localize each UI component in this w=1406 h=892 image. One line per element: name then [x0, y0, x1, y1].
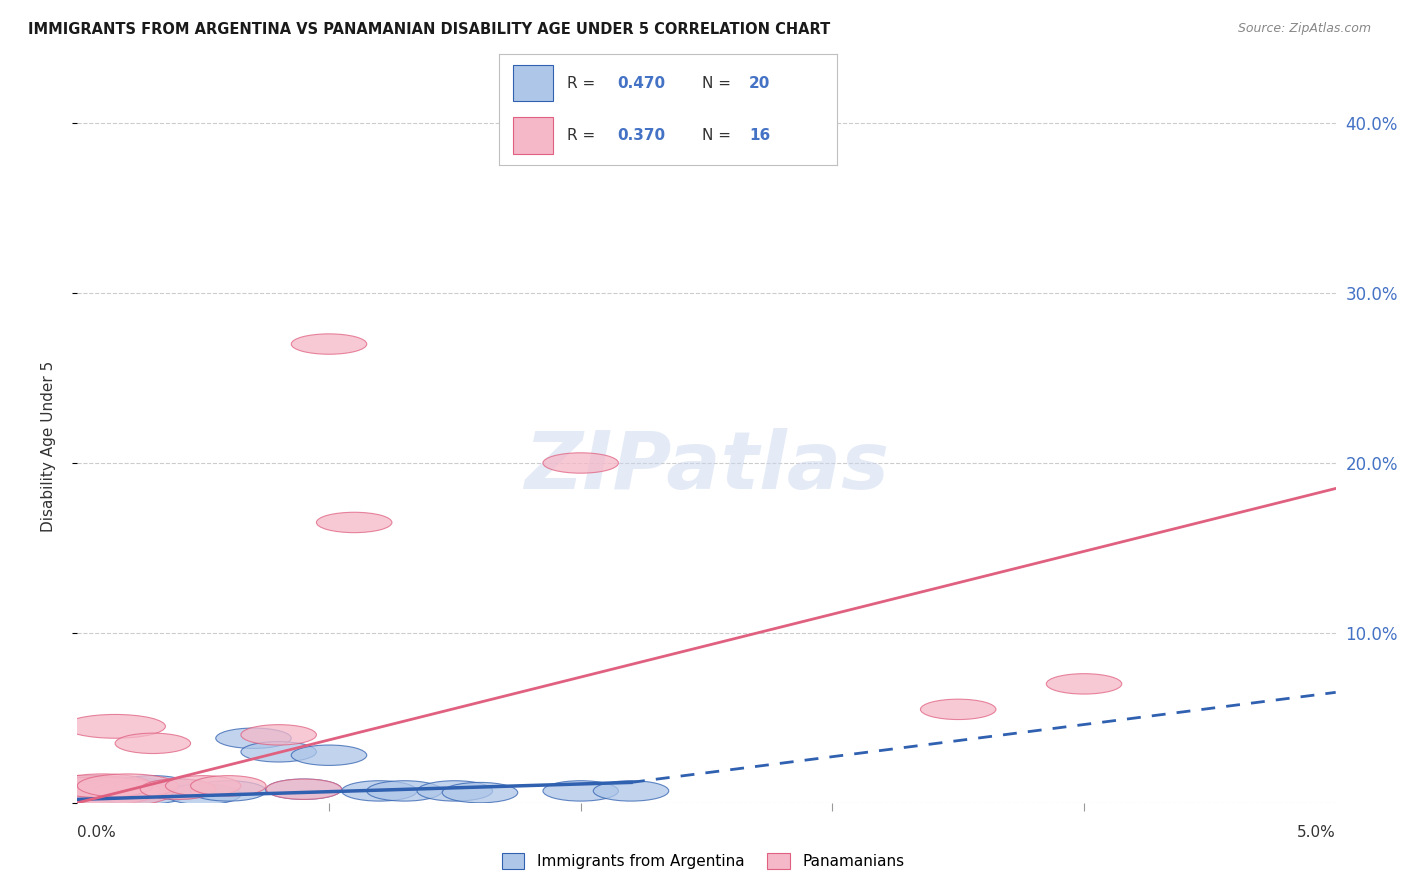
Text: 0.470: 0.470	[617, 76, 665, 91]
Text: 5.0%: 5.0%	[1296, 825, 1336, 840]
Text: 0.0%: 0.0%	[77, 825, 117, 840]
Text: R =: R =	[567, 128, 600, 143]
Ellipse shape	[543, 453, 619, 473]
Ellipse shape	[266, 779, 342, 799]
Text: N =: N =	[702, 76, 735, 91]
Text: 20: 20	[749, 76, 770, 91]
Text: 0.370: 0.370	[617, 128, 665, 143]
Ellipse shape	[593, 780, 669, 801]
Ellipse shape	[10, 779, 160, 810]
Ellipse shape	[342, 780, 418, 801]
Ellipse shape	[90, 780, 191, 805]
Ellipse shape	[22, 777, 173, 808]
Text: Source: ZipAtlas.com: Source: ZipAtlas.com	[1237, 22, 1371, 36]
Ellipse shape	[240, 724, 316, 745]
Ellipse shape	[266, 779, 342, 799]
Ellipse shape	[291, 334, 367, 354]
Ellipse shape	[141, 779, 215, 799]
Ellipse shape	[77, 774, 179, 797]
Ellipse shape	[14, 776, 166, 806]
Ellipse shape	[418, 780, 492, 801]
Ellipse shape	[543, 780, 619, 801]
Ellipse shape	[291, 745, 367, 765]
Ellipse shape	[65, 782, 166, 806]
Ellipse shape	[10, 776, 160, 806]
Ellipse shape	[115, 776, 191, 796]
Ellipse shape	[191, 780, 266, 801]
Ellipse shape	[65, 714, 166, 739]
Bar	[513, 65, 553, 102]
Ellipse shape	[316, 512, 392, 533]
Ellipse shape	[443, 782, 517, 803]
Ellipse shape	[52, 780, 153, 805]
Ellipse shape	[215, 728, 291, 748]
Text: 16: 16	[749, 128, 770, 143]
Ellipse shape	[191, 776, 266, 796]
Ellipse shape	[166, 776, 240, 796]
Ellipse shape	[52, 774, 153, 797]
Text: N =: N =	[702, 128, 735, 143]
Ellipse shape	[921, 699, 995, 720]
Bar	[513, 117, 553, 154]
Ellipse shape	[240, 741, 316, 762]
Y-axis label: Disability Age Under 5: Disability Age Under 5	[42, 360, 56, 532]
Ellipse shape	[367, 780, 443, 801]
Text: IMMIGRANTS FROM ARGENTINA VS PANAMANIAN DISABILITY AGE UNDER 5 CORRELATION CHART: IMMIGRANTS FROM ARGENTINA VS PANAMANIAN …	[28, 22, 831, 37]
Ellipse shape	[77, 777, 179, 801]
Ellipse shape	[141, 779, 215, 799]
Text: R =: R =	[567, 76, 600, 91]
Ellipse shape	[166, 784, 240, 805]
Ellipse shape	[115, 733, 191, 754]
Text: ZIPatlas: ZIPatlas	[524, 428, 889, 507]
Ellipse shape	[1046, 673, 1122, 694]
Legend: Immigrants from Argentina, Panamanians: Immigrants from Argentina, Panamanians	[495, 847, 911, 875]
